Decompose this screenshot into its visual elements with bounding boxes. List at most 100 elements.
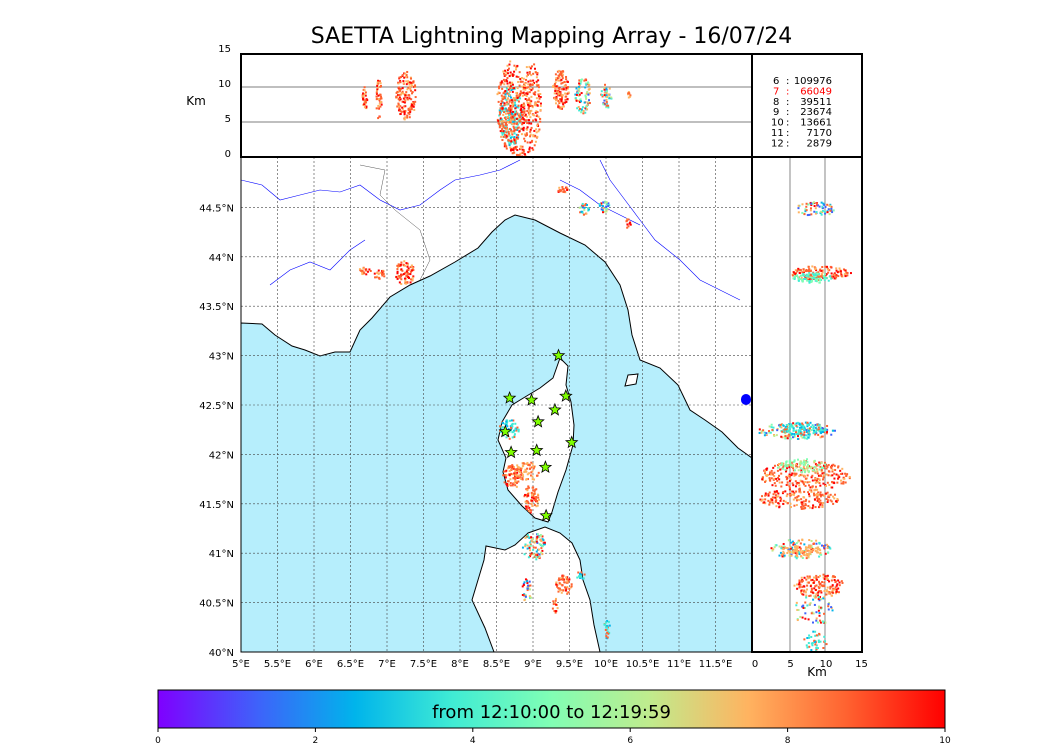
lightning-source bbox=[398, 96, 401, 99]
lightning-source bbox=[532, 134, 535, 137]
lightning-source bbox=[553, 97, 556, 100]
lightning-source bbox=[817, 278, 820, 281]
lightning-source bbox=[798, 465, 801, 468]
lightning-source bbox=[795, 466, 798, 469]
lightning-source bbox=[825, 593, 828, 596]
lightning-source bbox=[512, 116, 515, 119]
lightning-source bbox=[822, 478, 825, 481]
lightning-source bbox=[821, 271, 824, 274]
lightning-source bbox=[508, 120, 511, 123]
lightning-source bbox=[407, 276, 410, 279]
lightning-source bbox=[529, 116, 532, 119]
lightning-source bbox=[815, 611, 818, 614]
lightning-source bbox=[366, 99, 369, 102]
lightning-source bbox=[824, 640, 827, 643]
lightning-source bbox=[402, 273, 405, 276]
lightning-source bbox=[767, 493, 770, 496]
lightning-source bbox=[798, 581, 801, 584]
lightning-source bbox=[402, 80, 405, 83]
lightning-source bbox=[588, 102, 591, 105]
lightning-source bbox=[513, 482, 516, 485]
lightning-source bbox=[405, 91, 408, 94]
lightning-source bbox=[834, 580, 837, 583]
lightning-source bbox=[499, 117, 502, 120]
lightning-source bbox=[791, 490, 794, 493]
lightning-source bbox=[801, 503, 804, 506]
lightning-source bbox=[362, 88, 365, 91]
lightning-source bbox=[807, 491, 810, 494]
lightning-source bbox=[526, 103, 529, 106]
lightning-source bbox=[515, 482, 518, 485]
lightning-source bbox=[506, 82, 509, 85]
lightning-source bbox=[535, 102, 538, 105]
lightning-source bbox=[534, 118, 537, 121]
lightning-source bbox=[514, 476, 517, 479]
lightning-source bbox=[566, 576, 569, 579]
lightning-source bbox=[831, 474, 834, 477]
lightning-source bbox=[803, 606, 806, 609]
lightning-source bbox=[541, 545, 544, 548]
lightning-source bbox=[629, 94, 632, 97]
lightning-source bbox=[822, 474, 825, 477]
lightning-source bbox=[800, 469, 803, 472]
lightning-source bbox=[536, 111, 539, 114]
lightning-source bbox=[514, 468, 517, 471]
lightning-source bbox=[795, 557, 798, 560]
lightning-source bbox=[807, 554, 810, 557]
lightning-source bbox=[607, 93, 610, 96]
lightning-source bbox=[771, 501, 774, 504]
lightning-source bbox=[819, 426, 822, 429]
lightning-source bbox=[848, 477, 851, 480]
lightning-source bbox=[532, 119, 535, 122]
lightning-source bbox=[363, 100, 366, 103]
altitude-tick-label: 10 bbox=[218, 79, 231, 90]
lightning-source bbox=[507, 67, 510, 70]
lightning-source bbox=[554, 611, 557, 614]
lightning-source bbox=[782, 424, 785, 427]
lightning-source bbox=[406, 271, 409, 274]
lightning-source bbox=[823, 581, 826, 584]
lightning-source bbox=[797, 276, 800, 279]
lightning-source bbox=[801, 593, 804, 596]
lightning-source bbox=[794, 480, 797, 483]
lightning-source bbox=[580, 92, 583, 95]
lightning-source bbox=[788, 485, 791, 488]
lightning-source bbox=[807, 203, 810, 206]
lightning-source bbox=[562, 103, 565, 106]
lightning-source bbox=[502, 132, 505, 135]
lightning-source bbox=[517, 126, 520, 129]
x-tick-label: 5°E bbox=[232, 659, 250, 670]
lightning-source bbox=[520, 133, 523, 136]
lightning-source bbox=[557, 94, 560, 97]
lightning-source bbox=[833, 497, 836, 500]
lightning-source bbox=[764, 472, 767, 475]
lightning-source bbox=[562, 574, 565, 577]
lightning-source bbox=[555, 597, 558, 600]
lightning-source bbox=[505, 469, 508, 472]
lightning-source bbox=[818, 462, 821, 465]
lightning-source bbox=[510, 89, 513, 92]
lightning-source bbox=[576, 90, 579, 93]
lightning-source bbox=[529, 549, 532, 552]
lightning-source bbox=[801, 579, 804, 582]
lightning-source bbox=[583, 573, 586, 576]
lightning-source bbox=[508, 437, 511, 440]
lightning-source bbox=[814, 585, 817, 588]
lightning-source bbox=[531, 470, 534, 473]
lightning-source bbox=[540, 539, 543, 542]
lightning-source bbox=[813, 205, 816, 208]
lightning-source bbox=[412, 81, 415, 84]
lightning-source bbox=[607, 620, 610, 623]
lightning-source bbox=[784, 465, 787, 468]
lightning-source bbox=[409, 273, 412, 276]
lightning-source bbox=[810, 490, 813, 493]
lightning-source bbox=[514, 428, 517, 431]
lightning-source bbox=[404, 94, 407, 97]
lightning-source bbox=[519, 90, 522, 93]
lightning-source bbox=[795, 482, 798, 485]
lightning-source bbox=[529, 112, 532, 115]
lightning-source bbox=[538, 543, 541, 546]
lightning-source bbox=[508, 430, 511, 433]
x-tick-label: 11°E bbox=[667, 659, 691, 670]
lightning-source bbox=[509, 119, 512, 122]
